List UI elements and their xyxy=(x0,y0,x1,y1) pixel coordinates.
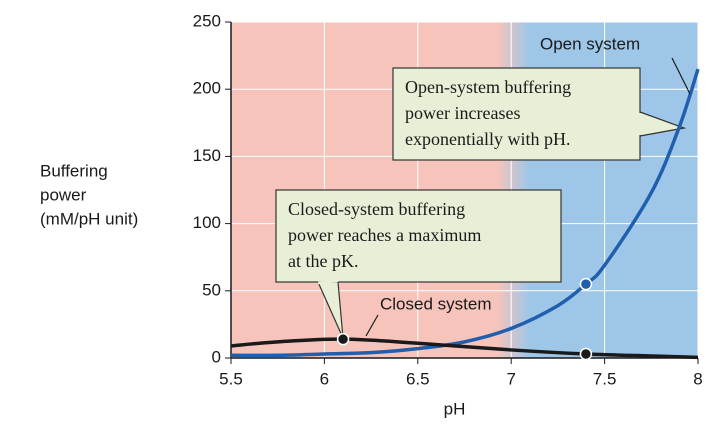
x-tick-label: 7 xyxy=(506,369,515,388)
y-tick-label: 50 xyxy=(202,280,221,299)
x-tick-label: 7.5 xyxy=(593,369,617,388)
point-marker xyxy=(579,347,593,361)
callout-text: power increases xyxy=(405,103,520,123)
label-leader xyxy=(365,314,379,337)
callout-text: Open-system buffering xyxy=(405,77,571,97)
y-tick-label: 150 xyxy=(193,146,221,165)
point-marker xyxy=(336,332,350,346)
x-tick-label: 8 xyxy=(693,369,702,388)
label-leader xyxy=(671,57,691,95)
callout-text: at the pK. xyxy=(288,251,358,271)
y-axis-label: Buffering xyxy=(40,161,108,180)
x-tick-label: 5.5 xyxy=(219,369,243,388)
series-label: Open system xyxy=(540,34,640,53)
line xyxy=(230,337,699,360)
series-label: Closed system xyxy=(380,294,491,313)
callout-box xyxy=(392,67,641,161)
callout-text: Closed-system buffering xyxy=(288,199,465,219)
x-tick-label: 6 xyxy=(320,369,329,388)
callout-box xyxy=(275,189,562,283)
y-tick-label: 250 xyxy=(193,11,221,30)
x-tick-label: 6.5 xyxy=(406,369,430,388)
y-axis-label: power xyxy=(40,185,87,204)
y-tick-label: 0 xyxy=(212,347,221,366)
callout-text: exponentially with pH. xyxy=(405,129,570,149)
y-tick-label: 100 xyxy=(193,213,221,232)
x-axis-label: pH xyxy=(444,399,466,418)
y-tick-label: 200 xyxy=(193,79,221,98)
callout-text: power reaches a maximum xyxy=(288,225,481,245)
callout-seam xyxy=(317,279,339,285)
line xyxy=(230,68,700,358)
y-axis-label: (mM/pH unit) xyxy=(40,209,138,228)
point-marker xyxy=(579,277,593,291)
